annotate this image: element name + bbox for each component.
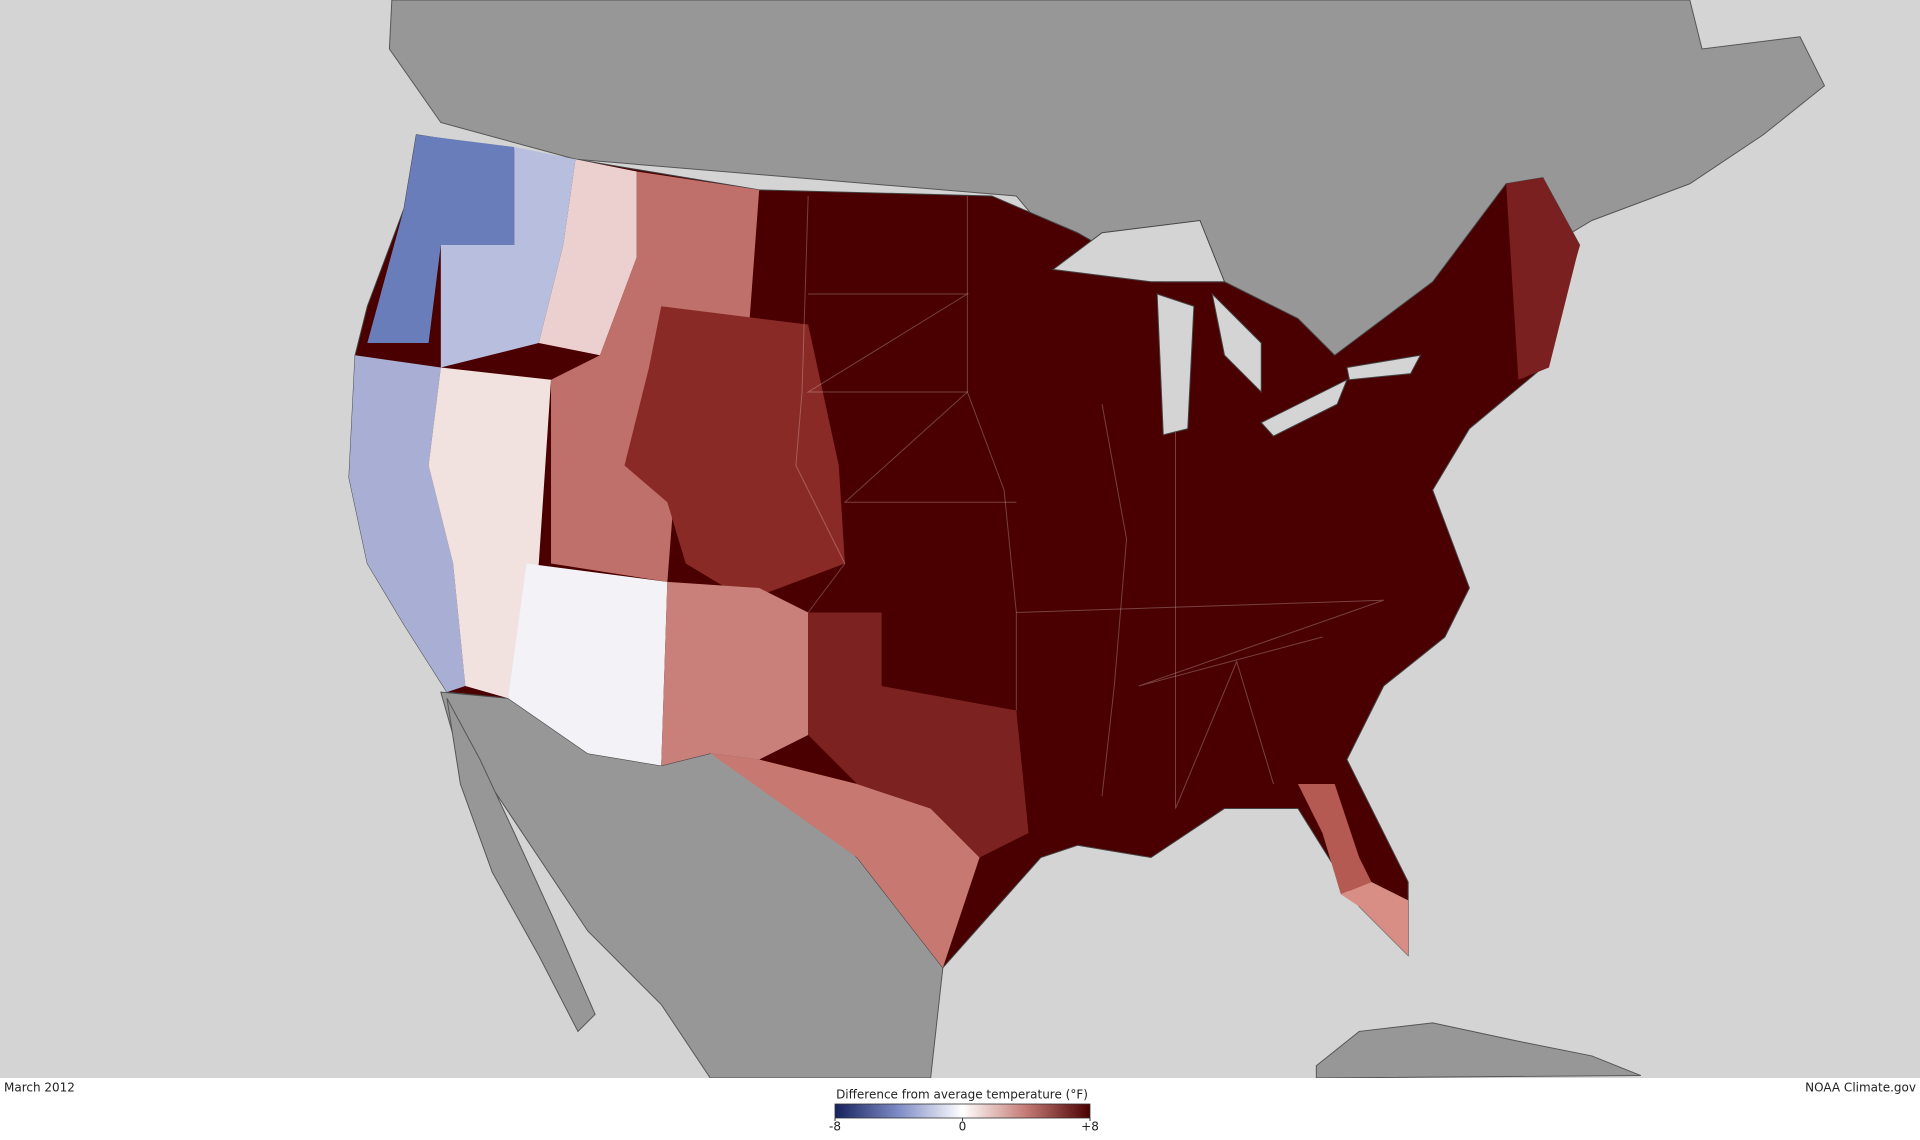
lake-superior — [1051, 219, 1226, 283]
state-line — [806, 293, 1017, 503]
color-bar — [834, 1103, 1091, 1119]
baja — [446, 698, 596, 1033]
state-line — [1175, 428, 1274, 809]
credit: NOAA Climate.gov — [1805, 1081, 1916, 1095]
region — [538, 159, 637, 356]
region — [1506, 177, 1580, 380]
state-line — [1101, 404, 1128, 797]
legend-title: Difference from average temperature (°F) — [836, 1088, 1088, 1102]
state-line — [1016, 599, 1384, 687]
region — [1297, 784, 1372, 895]
region — [348, 355, 466, 693]
region — [508, 563, 668, 766]
map — [0, 0, 1920, 1078]
lake-michigan — [1156, 293, 1195, 436]
tick-label: 0 — [959, 1120, 967, 1134]
lake-erie — [1260, 378, 1348, 437]
region — [1340, 882, 1409, 956]
region — [808, 612, 1029, 858]
tick-label: +8 — [1081, 1120, 1099, 1134]
lake-huron — [1211, 292, 1262, 394]
state-line — [966, 196, 1017, 711]
cuba — [1315, 1022, 1641, 1078]
region — [367, 134, 515, 343]
state-line — [795, 195, 846, 613]
tick-label: -8 — [829, 1120, 841, 1134]
region — [624, 306, 845, 601]
region — [440, 147, 576, 368]
region — [661, 581, 809, 766]
date-label: March 2012 — [4, 1081, 75, 1095]
lake-ontario — [1346, 354, 1422, 381]
region — [710, 753, 980, 968]
